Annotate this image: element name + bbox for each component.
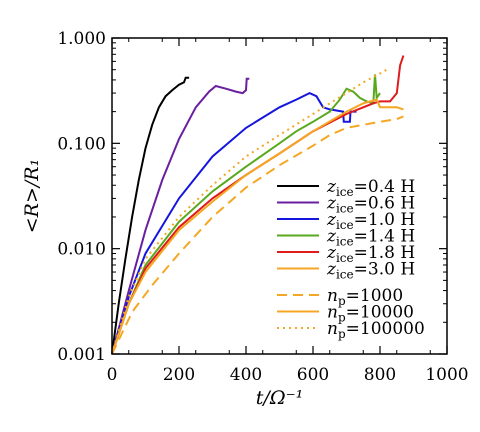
y-axis-title: <R>/R₁ xyxy=(21,159,43,233)
series-layer xyxy=(111,55,405,355)
series-line-6 xyxy=(111,115,404,355)
y-tick-label: 0.010 xyxy=(57,240,106,260)
plot-frame xyxy=(111,37,448,355)
series-line-5 xyxy=(111,98,404,355)
legend-label-0: zice=0.4 H xyxy=(326,177,415,199)
y-tick-label: 0.100 xyxy=(57,134,106,154)
legend-label-8: np=100000 xyxy=(327,319,425,341)
y-tick-label: 0.001 xyxy=(57,345,106,365)
legend-label-7: np=10000 xyxy=(327,303,414,325)
legend-label-5: zice=3.0 H xyxy=(326,260,415,282)
series-line-2 xyxy=(111,91,357,355)
legend-label-3: zice=1.4 H xyxy=(326,227,415,249)
x-tick-label: 200 xyxy=(163,365,195,385)
legend-label-2: zice=1.0 H xyxy=(326,210,415,232)
y-tick-label: 1.000 xyxy=(57,29,106,49)
series-line-1 xyxy=(111,77,250,355)
x-tick-label: 0 xyxy=(107,365,118,385)
series-line-4 xyxy=(111,55,405,355)
legend-label-1: zice=0.6 H xyxy=(326,194,415,216)
legend-label-4: zice=1.8 H xyxy=(326,243,415,265)
x-tick-label: 400 xyxy=(230,365,262,385)
ticks-layer: 0 200 400 600 800 1000 0.001 0.010 0.100 1.000 xyxy=(57,29,468,385)
x-axis-title: t/Ω⁻¹ xyxy=(256,387,303,409)
legend-label-6: np=1000 xyxy=(327,286,403,308)
x-tick-label: 1000 xyxy=(425,365,468,385)
x-tick-label: 600 xyxy=(297,365,329,385)
series-line-0 xyxy=(111,76,190,355)
x-tick-label: 800 xyxy=(364,365,396,385)
